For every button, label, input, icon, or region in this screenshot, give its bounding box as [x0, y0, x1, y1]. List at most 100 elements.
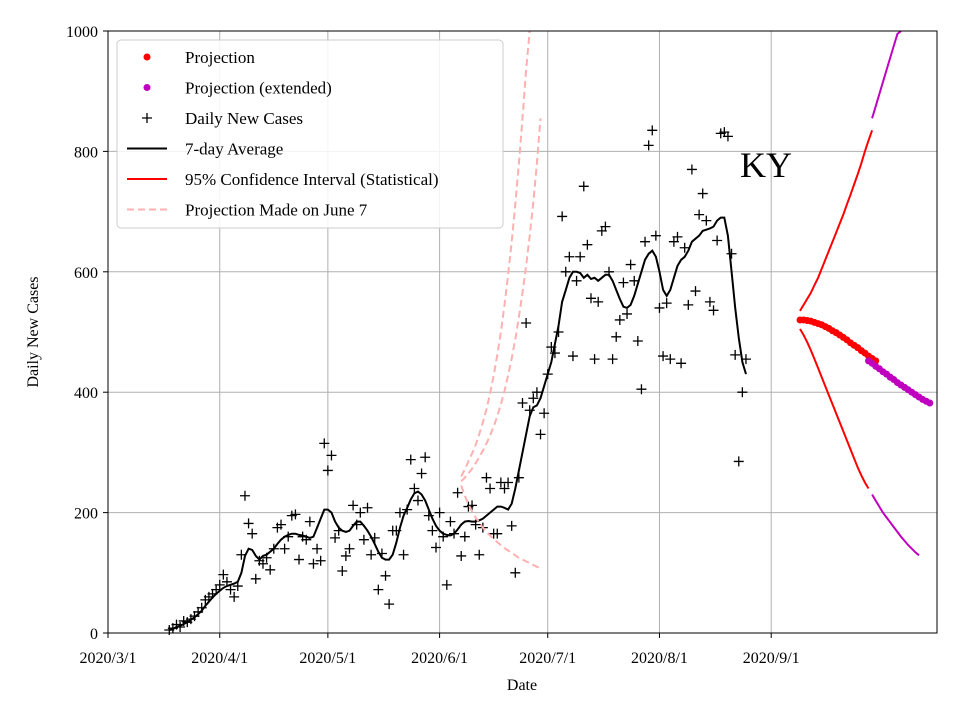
- data-point: [373, 584, 384, 595]
- data-point: [690, 286, 701, 297]
- data-point: [250, 573, 261, 584]
- data-point: [290, 509, 301, 520]
- legend-item: Projection (extended): [143, 79, 332, 98]
- data-point: [640, 236, 651, 247]
- data-point: [510, 567, 521, 578]
- data-point: [459, 531, 470, 542]
- x-tick-label: 2020/3/1: [80, 650, 137, 667]
- data-point: [380, 570, 391, 581]
- x-tick-label: 2020/5/1: [299, 650, 356, 667]
- y-axis: 0 200 400 600 800 1000: [66, 24, 108, 643]
- data-point: [434, 507, 445, 518]
- projection-made-on-june-7-upper-line: [460, 30, 531, 477]
- data-point: [600, 221, 611, 232]
- data-point: [416, 468, 427, 479]
- data-point: [589, 354, 600, 365]
- data-point: [701, 215, 712, 226]
- data-point: [355, 507, 366, 518]
- data-point: [214, 579, 225, 590]
- data-point: [733, 456, 744, 467]
- data-point: [420, 452, 431, 463]
- legend-label: Projection: [185, 48, 255, 67]
- data-point: [319, 438, 330, 449]
- data-point: [578, 181, 589, 192]
- data-point: [643, 140, 654, 151]
- data-point: [697, 188, 708, 199]
- data-point: [694, 209, 705, 220]
- data-point: [517, 398, 528, 409]
- data-point: [485, 483, 496, 494]
- data-point: [384, 599, 395, 610]
- y-axis-label: Daily New Cases: [25, 276, 42, 387]
- data-point: [322, 465, 333, 476]
- data-point: [618, 277, 629, 288]
- data-point: [585, 293, 596, 304]
- data-point: [629, 275, 640, 286]
- 95-confidence-interval-statistical-upper-line: [799, 129, 874, 312]
- data-point: [539, 408, 550, 419]
- projection-made-on-june-7-lower-line: [460, 485, 541, 569]
- data-point: [636, 384, 647, 395]
- data-point: [265, 564, 276, 575]
- legend-marker: [142, 113, 152, 123]
- data-point: [625, 259, 636, 270]
- data-point: [358, 534, 369, 545]
- data-point: [481, 472, 492, 483]
- data-point: [467, 500, 478, 511]
- legend-item: Daily New Cases: [142, 109, 303, 128]
- data-point: [632, 336, 643, 347]
- projection-point: [926, 399, 934, 407]
- data-point: [726, 248, 737, 259]
- data-point: [427, 525, 438, 536]
- data-point: [294, 554, 305, 565]
- data-point: [218, 569, 229, 580]
- data-point: [557, 211, 568, 222]
- plot-frame: [107, 30, 938, 634]
- data-point: [394, 507, 405, 518]
- data-point: [239, 490, 250, 501]
- data-point: [665, 354, 676, 365]
- data-point: [304, 516, 315, 527]
- data-point: [243, 518, 254, 529]
- legend-item: Projection Made on June 7: [127, 201, 368, 220]
- legend-label: 95% Confidence Interval (Statistical): [185, 170, 439, 189]
- x-tick-label: 2020/9/1: [743, 650, 800, 667]
- legend-label: Projection Made on June 7: [185, 201, 368, 220]
- legend-box: [116, 39, 504, 229]
- data-point: [398, 549, 409, 560]
- y-tick-label: 1000: [66, 24, 98, 41]
- y-tick-label: 800: [74, 144, 98, 161]
- data-point: [409, 483, 420, 494]
- data-point: [312, 543, 323, 554]
- data-point: [445, 516, 456, 527]
- legend-label: 7-day Average: [185, 140, 283, 159]
- data-point: [575, 251, 586, 262]
- legend-item: 7-day Average: [127, 140, 283, 159]
- data-point: [658, 351, 669, 362]
- x-tick-label: 2020/8/1: [631, 650, 688, 667]
- legend-item: 95% Confidence Interval (Statistical): [127, 170, 439, 189]
- data-point: [506, 520, 517, 531]
- data-point: [326, 450, 337, 461]
- data-point: [412, 495, 423, 506]
- x-axis-label: Date: [507, 677, 537, 694]
- data-point: [560, 266, 571, 277]
- legend-label: Projection (extended): [185, 79, 332, 98]
- data-point: [225, 584, 236, 595]
- data-point: [661, 298, 672, 309]
- data-point: [315, 555, 326, 566]
- legend-label: Daily New Cases: [185, 109, 303, 128]
- data-point: [366, 549, 377, 560]
- data-point: [531, 387, 542, 398]
- 95-confidence-interval-extended-lower-line: [871, 493, 920, 557]
- data-point: [607, 354, 618, 365]
- legend-marker: [143, 53, 151, 61]
- data-point: [730, 349, 741, 360]
- y-tick-label: 0: [90, 626, 98, 643]
- data-point: [348, 500, 359, 511]
- data-point: [308, 558, 319, 569]
- data-point: [676, 358, 687, 369]
- data-point: [622, 308, 633, 319]
- 95-confidence-interval-extended-upper-line: [871, 30, 902, 119]
